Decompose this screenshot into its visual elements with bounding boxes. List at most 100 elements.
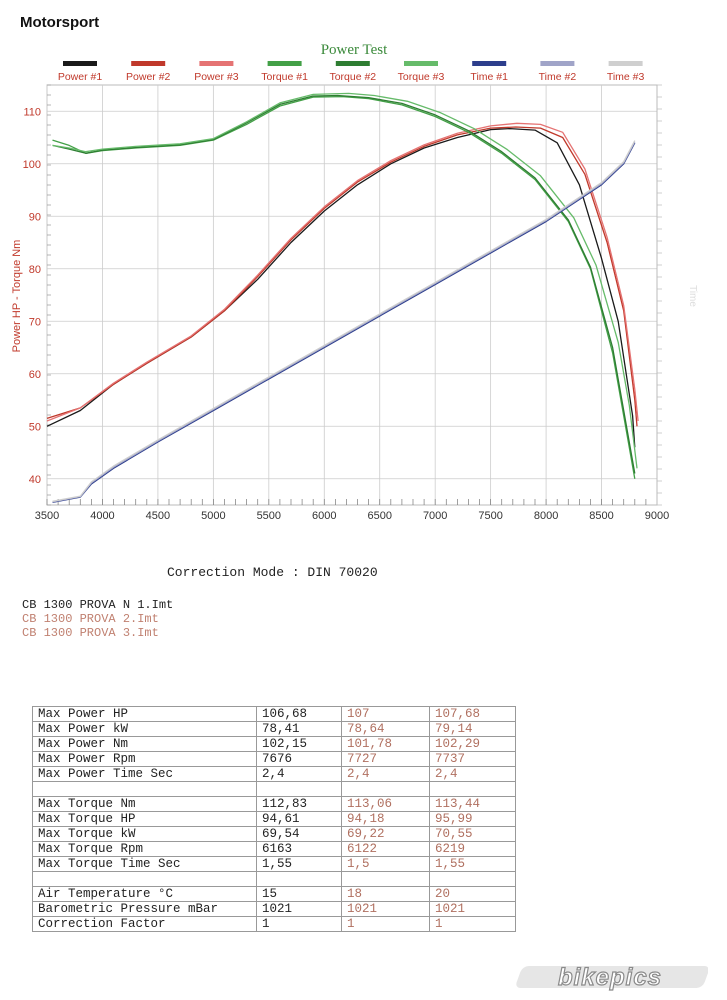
file-name-3: CB 1300 PROVA 3.Imt xyxy=(22,626,159,640)
series-line-power-1 xyxy=(46,127,636,448)
row-label: Max Power HP xyxy=(32,706,257,722)
series-line-time-3 xyxy=(52,140,636,502)
series-line-power-3 xyxy=(46,122,639,422)
legend-swatch xyxy=(404,61,438,66)
row-value-v3: 95,99 xyxy=(429,811,516,827)
row-value-v1: 106,68 xyxy=(256,706,342,722)
x-tick-label: 7500 xyxy=(478,510,502,522)
chart-title: Power Test xyxy=(321,42,388,58)
row-value-v2: 1,5 xyxy=(341,856,430,872)
chart-series xyxy=(46,92,639,504)
row-value-v3: 79,14 xyxy=(429,721,516,737)
legend-swatch xyxy=(335,61,370,66)
row-label: Max Torque Rpm xyxy=(32,841,257,857)
row-label: Max Torque Nm xyxy=(32,796,257,812)
row-value-v2: 18 xyxy=(341,886,430,902)
row-value-v3: 102,29 xyxy=(429,736,516,752)
row-value-v3: 1 xyxy=(429,916,516,932)
row-value-v1: 102,15 xyxy=(256,736,342,752)
row-label: Correction Factor xyxy=(32,916,257,932)
row-value-v1: 1,55 xyxy=(256,856,342,872)
row-value-v3: 107,68 xyxy=(429,706,516,722)
row-value-v3: 2,4 xyxy=(429,766,516,782)
row-label: Max Power kW xyxy=(32,721,257,737)
y-tick-label: 110 xyxy=(23,106,41,118)
x-tick-label: 7000 xyxy=(423,510,447,522)
x-tick-label: 9000 xyxy=(645,510,669,522)
row-value-v2: 2,4 xyxy=(341,766,430,782)
row-value-v1: 6163 xyxy=(256,841,342,857)
row-value-v1 xyxy=(256,871,342,887)
row-value-v2 xyxy=(341,871,430,887)
row-value-v2: 6122 xyxy=(341,841,430,857)
row-value-v3 xyxy=(429,871,516,887)
legend-label: Time #3 xyxy=(607,71,645,83)
y-axis-label: Power HP - Torque Nm xyxy=(11,240,23,353)
row-label: Max Power Time Sec xyxy=(32,766,257,782)
correction-mode: Correction Mode : DIN 70020 xyxy=(167,565,378,580)
row-label: Max Torque Time Sec xyxy=(32,856,257,872)
file-name-1: CB 1300 PROVA N 1.Imt xyxy=(22,598,174,612)
row-value-v3: 7737 xyxy=(429,751,516,767)
legend-label: Power #3 xyxy=(194,71,239,83)
row-label: Max Power Nm xyxy=(32,736,257,752)
row-value-v1: 7676 xyxy=(256,751,342,767)
row-label: Barometric Pressure mBar xyxy=(32,901,257,917)
row-value-v3: 6219 xyxy=(429,841,516,857)
legend-swatch xyxy=(63,61,97,66)
row-value-v2: 78,64 xyxy=(341,721,430,737)
row-label: Max Power Rpm xyxy=(32,751,257,767)
legend-swatch xyxy=(540,61,575,66)
legend-swatch xyxy=(199,61,234,66)
x-tick-label: 8000 xyxy=(534,510,558,522)
row-label: Max Torque HP xyxy=(32,811,257,827)
logo-text: bikepics xyxy=(558,964,662,991)
legend-label: Torque #1 xyxy=(261,71,308,83)
row-label: Air Temperature °C xyxy=(32,886,257,902)
row-value-v2 xyxy=(341,781,430,797)
y-tick-label: 70 xyxy=(29,316,41,328)
row-value-v3: 113,44 xyxy=(429,796,516,812)
series-line-time-1 xyxy=(52,142,636,504)
table-row: Max Power Time Sec 2,4 2,4 2,4 xyxy=(32,766,516,782)
results-table: Max Power HP 106,68 107 107,68 Max Power kW 7… xyxy=(32,706,516,932)
file-name-2: CB 1300 PROVA 2.Imt xyxy=(22,612,159,626)
table-row: Max Torque kW 69,54 69,22 70,55 xyxy=(32,826,516,842)
row-value-v1: 15 xyxy=(256,886,342,902)
table-row xyxy=(32,871,516,887)
row-value-v1 xyxy=(256,781,342,797)
row-label xyxy=(32,871,257,887)
row-value-v3: 70,55 xyxy=(429,826,516,842)
row-value-v1: 2,4 xyxy=(256,766,342,782)
legend-label: Time #2 xyxy=(539,71,577,83)
chart-axes: 3500 4000 4500 5000 5500 6000 6500 7000 7500 8000… xyxy=(23,84,669,522)
row-value-v2: 7727 xyxy=(341,751,430,767)
y-tick-label: 40 xyxy=(29,474,41,486)
row-label xyxy=(32,781,257,797)
row-value-v3: 1021 xyxy=(429,901,516,917)
row-value-v3: 1,55 xyxy=(429,856,516,872)
power-test-chart: Power Test Power #1 Power #2 Power #3 Torqu… xyxy=(11,42,698,522)
table-row: Max Torque Nm 112,83 113,06 113,44 xyxy=(32,796,516,812)
table-row: Max Torque HP 94,61 94,18 95,99 xyxy=(32,811,516,827)
row-label: Max Torque kW xyxy=(32,826,257,842)
x-tick-label: 8500 xyxy=(589,510,613,522)
row-value-v2: 107 xyxy=(341,706,430,722)
x-tick-label: 4000 xyxy=(90,510,114,522)
row-value-v1: 112,83 xyxy=(256,796,342,812)
table-row: Max Power Rpm 7676 7727 7737 xyxy=(32,751,516,767)
file-list: CB 1300 PROVA N 1.Imt CB 1300 PROVA 2.Im… xyxy=(22,598,173,640)
x-tick-label: 6000 xyxy=(312,510,336,522)
series-line-torque-2 xyxy=(52,94,636,474)
y-tick-label: 80 xyxy=(29,264,41,276)
row-value-v2: 69,22 xyxy=(341,826,430,842)
table-row: Correction Factor 1 1 1 xyxy=(32,916,516,932)
legend-swatch xyxy=(608,61,643,66)
row-value-v3 xyxy=(429,781,516,797)
series-line-time-2 xyxy=(52,141,636,503)
table-row: Max Power kW 78,41 78,64 79,14 xyxy=(32,721,516,737)
row-value-v1: 94,61 xyxy=(256,811,342,827)
x-tick-label: 5500 xyxy=(257,510,281,522)
table-row: Barometric Pressure mBar 1021 1021 1021 xyxy=(32,901,516,917)
legend-label: Time #1 xyxy=(470,71,508,83)
